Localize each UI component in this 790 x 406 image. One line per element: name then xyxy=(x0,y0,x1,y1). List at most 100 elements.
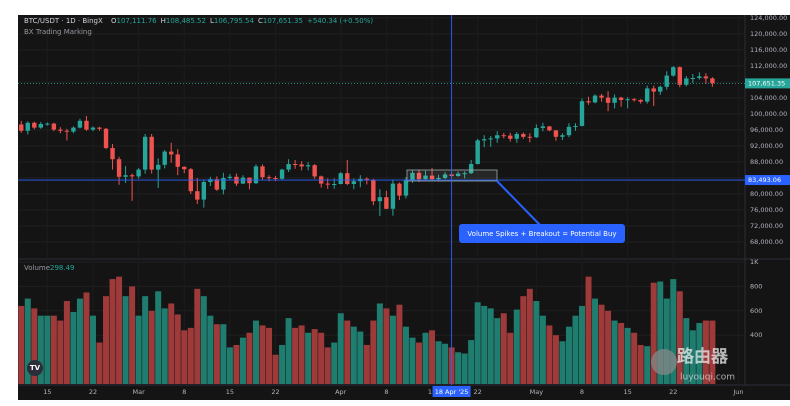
candle-body xyxy=(129,175,135,177)
volume-title: Volume xyxy=(24,264,50,272)
volume-bar xyxy=(200,296,207,384)
volume-bar xyxy=(376,303,383,384)
indicator-name: BX Trading Marking xyxy=(24,28,92,36)
candle-body xyxy=(560,135,565,137)
y-tick-label: 80,000.00 xyxy=(750,190,783,198)
candle-body xyxy=(364,178,370,180)
candle-body xyxy=(175,154,180,167)
volume-bar xyxy=(435,341,442,384)
volume-bar xyxy=(155,291,162,384)
volume-bar xyxy=(135,315,142,384)
x-tick-label: Mar xyxy=(132,388,145,396)
candle-body xyxy=(25,122,30,131)
volume-bar xyxy=(350,326,357,384)
candle-body xyxy=(573,126,578,127)
volume-bar xyxy=(57,320,64,384)
candle-body xyxy=(240,177,246,184)
candle-body xyxy=(77,120,83,128)
candle-body xyxy=(142,136,148,170)
x-tick-label: 22 xyxy=(474,388,482,396)
volume-bar xyxy=(637,344,644,384)
volume-bar xyxy=(174,314,181,384)
volume-bar xyxy=(24,298,31,384)
volume-tick-label: 600 xyxy=(750,307,762,315)
candle-body xyxy=(495,135,500,139)
volume-bar xyxy=(657,281,664,384)
volume-bar xyxy=(592,298,599,384)
candle-body xyxy=(32,122,37,128)
volume-bar xyxy=(103,296,110,384)
volume-bar xyxy=(122,296,129,384)
volume-bar xyxy=(279,344,286,384)
volume-bar xyxy=(389,315,396,384)
candle-body xyxy=(521,134,526,137)
candle-body xyxy=(273,178,278,179)
volume-bar xyxy=(187,327,194,384)
candle-body xyxy=(390,183,396,209)
volume-bar xyxy=(220,324,227,384)
candle-body xyxy=(110,148,115,160)
volume-bar xyxy=(311,329,318,384)
candle-body xyxy=(51,123,57,130)
volume-bar xyxy=(689,330,696,384)
candle-body xyxy=(123,175,128,177)
y-tick-label: 104,000.00 xyxy=(750,94,787,102)
candle-body xyxy=(436,178,441,180)
candle-body xyxy=(162,151,167,165)
volume-bar xyxy=(552,335,559,384)
candle-body xyxy=(403,180,409,196)
volume-bar xyxy=(37,315,44,384)
candle-body xyxy=(253,166,259,184)
y-tick-label: 112,000.00 xyxy=(750,62,787,70)
volume-bar xyxy=(285,318,292,384)
change: +540.34 (+0.50%) xyxy=(307,17,373,25)
candle-body xyxy=(325,183,330,185)
volume-bar xyxy=(468,340,475,384)
x-tick-label: 22 xyxy=(271,388,279,396)
volume-bar xyxy=(83,292,90,384)
volume-bar xyxy=(324,347,331,384)
volume-bar xyxy=(344,320,351,384)
candle-body xyxy=(534,128,539,138)
candle-body xyxy=(618,97,624,100)
y-tick-label: 72,000.00 xyxy=(750,222,783,230)
y-tick-label: 76,000.00 xyxy=(750,206,783,214)
volume-bar xyxy=(442,343,449,384)
last-price-tag xyxy=(745,78,790,89)
volume-bar xyxy=(455,352,462,384)
volume-bar xyxy=(109,279,116,384)
candle-body xyxy=(605,97,611,103)
candle-body xyxy=(292,164,298,165)
volume-bar xyxy=(181,330,188,384)
volume-bar xyxy=(70,312,77,384)
candle-body xyxy=(227,176,233,178)
volume-bar xyxy=(670,279,677,384)
volume-bar xyxy=(422,332,429,384)
volume-bar xyxy=(259,325,266,384)
candle-body xyxy=(338,173,343,184)
volume-bar xyxy=(142,296,149,384)
volume-bar xyxy=(650,282,657,384)
volume-bar xyxy=(194,288,201,384)
candle-body xyxy=(64,130,70,132)
candle-body xyxy=(312,165,317,177)
volume-bar xyxy=(331,342,338,384)
ohlc-value: 106,795.54 xyxy=(214,17,255,25)
candle-body xyxy=(90,127,96,130)
y-tick-label: 100,000.00 xyxy=(750,110,787,118)
volume-bar xyxy=(239,337,246,384)
volume-bar xyxy=(507,332,514,384)
volume-bar xyxy=(415,342,422,384)
volume-bar xyxy=(148,310,155,384)
candle-body xyxy=(195,191,200,200)
volume-bar xyxy=(357,331,364,384)
x-tick-label: 8 xyxy=(182,388,186,396)
candle-body xyxy=(488,138,493,140)
last-price-label: 107,651.35 xyxy=(748,79,785,87)
annotation-arrow xyxy=(496,180,541,226)
volume-bar xyxy=(702,320,709,384)
candle-body xyxy=(149,136,154,170)
volume-bar xyxy=(18,305,25,384)
candle-body xyxy=(514,134,519,139)
candle-body xyxy=(644,88,650,102)
